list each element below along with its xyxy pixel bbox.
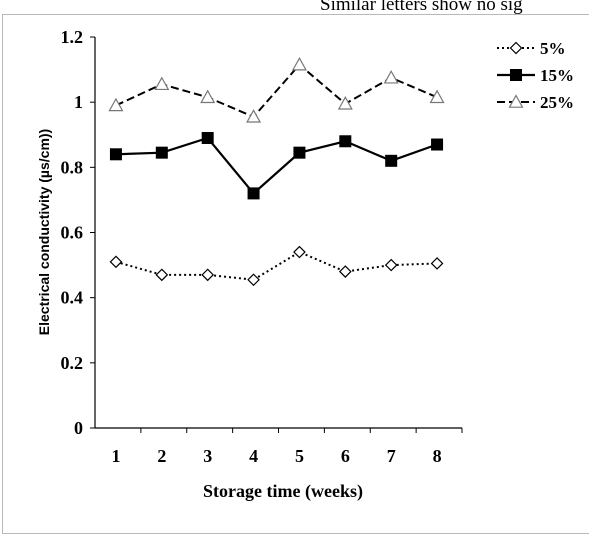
y-tick-label: 0.8 [61,157,84,177]
data-point [291,56,307,71]
series-25pct [108,56,445,123]
data-point [247,187,260,200]
data-point [246,109,262,123]
y-tick-label: 0.6 [61,223,84,243]
x-tick-label: 8 [433,446,442,466]
legend: 5% 15% 25% [497,39,574,112]
series-line [115,63,438,119]
x-tick-label: 2 [157,446,166,466]
y-tick-label: 1 [74,92,83,112]
legend-item: 5% [497,39,566,58]
series-lines [108,56,445,287]
data-point [200,89,216,104]
axes [94,37,462,429]
data-point [383,69,399,84]
data-point [109,255,123,269]
data-point [293,146,306,159]
x-tick-label: 1 [111,446,120,466]
data-point [155,268,169,282]
data-point [385,154,398,167]
legend-swatch-marker [509,41,523,55]
data-point [109,148,122,161]
legend-label: 5% [540,39,566,58]
series-line [115,250,438,281]
x-tick-label: 4 [249,446,258,466]
legend-label: 25% [540,93,574,112]
legend-swatch-marker [508,94,524,108]
x-tick-label: 6 [341,446,350,466]
y-tick-label: 1.2 [61,27,84,47]
y-tick-label: 0.2 [61,353,84,373]
data-point [429,89,445,104]
y-tick-label: 0 [74,418,83,438]
data-point [430,257,444,270]
x-tick-label: 7 [387,446,396,466]
series-5pct [109,245,444,287]
y-tick-labels: 0 0.2 0.4 0.6 0.8 1 1.2 [61,27,95,438]
data-point [337,96,353,110]
data-point [293,245,306,259]
x-tick-labels: 1 2 3 4 5 6 7 8 [111,428,463,466]
data-point [155,146,168,159]
x-axis-label: Storage time (weeks) [203,481,363,502]
x-tick-label: 5 [295,446,304,466]
top-caption: Similar letters show no sig [320,0,523,15]
data-point [338,265,352,278]
y-axis-label: Electrical conductivity (µs/cm)) [36,129,52,335]
data-point [108,97,124,112]
data-point [339,135,352,148]
data-point [201,268,215,282]
y-tick-label: 0.4 [61,288,84,308]
series-line [115,136,438,195]
series-15pct [109,132,444,200]
legend-item: 25% [497,93,574,112]
x-tick-label: 3 [203,446,212,466]
data-point [154,76,170,91]
legend-item: 15% [497,66,574,85]
data-point [201,132,214,145]
legend-label: 15% [540,66,574,85]
legend-swatch-marker [510,69,522,81]
data-point [247,273,260,287]
line-chart: 0 0.2 0.4 0.6 0.8 1 1.2 1 2 3 4 5 6 7 8 5% 15% 25% Elec… [36,27,574,502]
data-point [431,138,444,151]
data-point [384,258,398,272]
